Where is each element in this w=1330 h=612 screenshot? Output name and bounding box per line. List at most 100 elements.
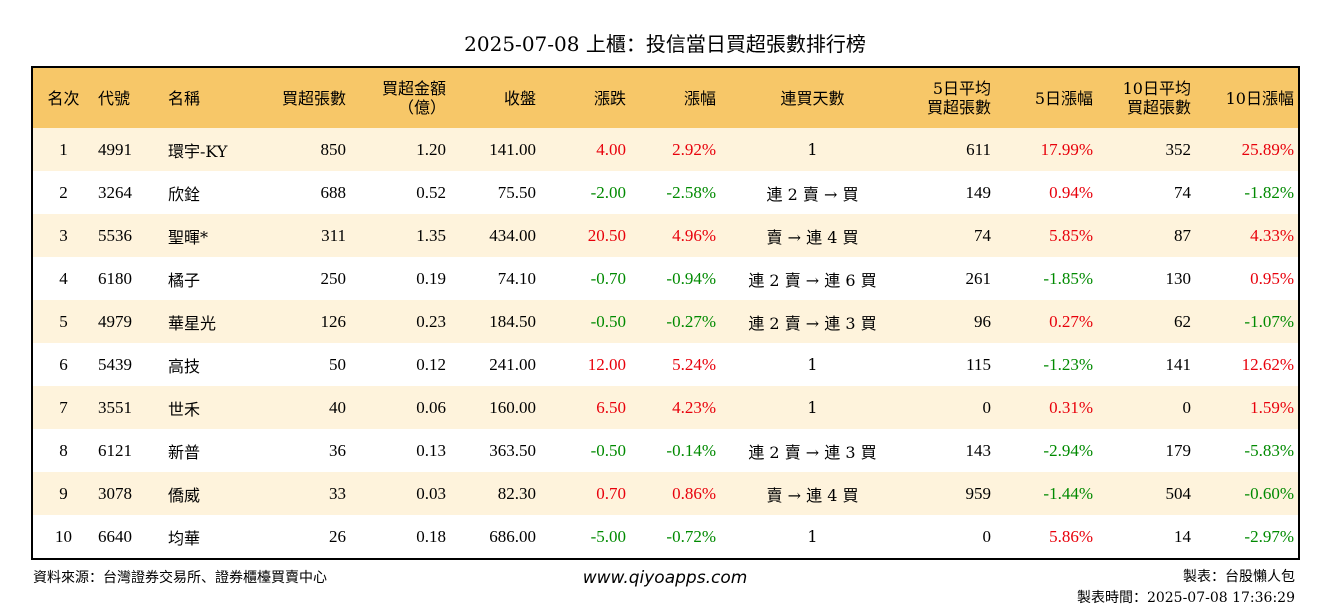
maker-label: 製表：台股懶人包 xyxy=(1183,569,1295,585)
pct5-cell: 0.27% xyxy=(995,300,1097,343)
pct5-cell: -1.44% xyxy=(995,472,1097,515)
change-cell: 0.70 xyxy=(540,472,630,515)
col-code: 代號 xyxy=(94,67,164,128)
pct10-cell: 4.33% xyxy=(1195,214,1299,257)
table-row: 3 5536 聖暉* 311 1.35 434.00 20.50 4.96% 賣 → 連 4 買… xyxy=(32,214,1299,257)
name-cell: 聖暉* xyxy=(164,214,260,257)
avg5-cell: 611 xyxy=(905,128,995,171)
change-pct-cell: 4.96% xyxy=(630,214,720,257)
change-cell: -0.50 xyxy=(540,429,630,472)
buy-lots-cell: 688 xyxy=(260,171,350,214)
table-row: 6 5439 高技 50 0.12 241.00 12.00 5.24% 1 115 -1.23% 1… xyxy=(32,343,1299,386)
table-row: 4 6180 橘子 250 0.19 74.10 -0.70 -0.94% 連 2 賣 → 連 … xyxy=(32,257,1299,300)
page-title: 2025-07-08 上櫃：投信當日買超張數排行榜 xyxy=(464,32,866,56)
avg5-cell: 143 xyxy=(905,429,995,472)
buy-amount-cell: 0.19 xyxy=(350,257,450,300)
buy-lots-cell: 850 xyxy=(260,128,350,171)
footer-credits: 製表：台股懶人包 製表時間：2025-07-08 17:36:29 xyxy=(1077,567,1295,609)
table-row: 5 4979 華星光 126 0.23 184.50 -0.50 -0.27% 連 2 賣 → … xyxy=(32,300,1299,343)
col-change: 漲跌 xyxy=(540,67,630,128)
name-cell: 華星光 xyxy=(164,300,260,343)
pct10-cell: 1.59% xyxy=(1195,386,1299,429)
code-cell: 4979 xyxy=(94,300,164,343)
consecutive-days-cell: 1 xyxy=(720,343,905,386)
close-cell: 686.00 xyxy=(450,515,540,559)
col-name: 名稱 xyxy=(164,67,260,128)
consecutive-days-cell: 連 2 賣 → 買 xyxy=(720,171,905,214)
avg10-cell: 141 xyxy=(1097,343,1195,386)
buy-lots-cell: 126 xyxy=(260,300,350,343)
avg5-cell: 74 xyxy=(905,214,995,257)
change-cell: -0.70 xyxy=(540,257,630,300)
change-pct-cell: 5.24% xyxy=(630,343,720,386)
table-row: 7 3551 世禾 40 0.06 160.00 6.50 4.23% 1 0 0.31% 0 1.59… xyxy=(32,386,1299,429)
avg10-cell: 179 xyxy=(1097,429,1195,472)
pct5-cell: -1.85% xyxy=(995,257,1097,300)
avg5-cell: 96 xyxy=(905,300,995,343)
pct5-cell: -2.94% xyxy=(995,429,1097,472)
avg10-cell: 74 xyxy=(1097,171,1195,214)
col-avg10: 10日平均 買超張數 xyxy=(1097,67,1195,128)
avg5-cell: 149 xyxy=(905,171,995,214)
pct10-cell: -1.82% xyxy=(1195,171,1299,214)
rank-cell: 5 xyxy=(32,300,94,343)
buy-lots-cell: 311 xyxy=(260,214,350,257)
code-cell: 6640 xyxy=(94,515,164,559)
table-row: 10 6640 均華 26 0.18 686.00 -5.00 -0.72% 1 0 5.86% 14… xyxy=(32,515,1299,559)
rank-cell: 3 xyxy=(32,214,94,257)
avg10-cell: 87 xyxy=(1097,214,1195,257)
change-pct-cell: -0.27% xyxy=(630,300,720,343)
change-pct-cell: -0.14% xyxy=(630,429,720,472)
col-pct10: 10日漲幅 xyxy=(1195,67,1299,128)
consecutive-days-cell: 1 xyxy=(720,386,905,429)
close-cell: 184.50 xyxy=(450,300,540,343)
close-cell: 363.50 xyxy=(450,429,540,472)
rank-cell: 1 xyxy=(32,128,94,171)
change-cell: 20.50 xyxy=(540,214,630,257)
data-source: 資料來源：台灣證券交易所、證券櫃檯買賣中心 xyxy=(33,570,327,586)
name-cell: 世禾 xyxy=(164,386,260,429)
buy-lots-cell: 36 xyxy=(260,429,350,472)
col-pct5: 5日漲幅 xyxy=(995,67,1097,128)
name-cell: 高技 xyxy=(164,343,260,386)
site-url: www.qiyoapps.com xyxy=(582,568,748,588)
rank-cell: 2 xyxy=(32,171,94,214)
name-cell: 環宇-KY xyxy=(164,128,260,171)
avg5-cell: 0 xyxy=(905,515,995,559)
buy-amount-cell: 0.06 xyxy=(350,386,450,429)
table-row: 1 4991 環宇-KY 850 1.20 141.00 4.00 2.92% 1 611 17.9… xyxy=(32,128,1299,171)
code-cell: 4991 xyxy=(94,128,164,171)
change-cell: 4.00 xyxy=(540,128,630,171)
name-cell: 僑威 xyxy=(164,472,260,515)
buy-amount-cell: 0.23 xyxy=(350,300,450,343)
change-pct-cell: 4.23% xyxy=(630,386,720,429)
name-cell: 新普 xyxy=(164,429,260,472)
col-consecutive-days: 連買天數 xyxy=(720,67,905,128)
name-cell: 欣銓 xyxy=(164,171,260,214)
col-avg5: 5日平均 買超張數 xyxy=(905,67,995,128)
consecutive-days-cell: 賣 → 連 4 買 xyxy=(720,472,905,515)
change-pct-cell: -2.58% xyxy=(630,171,720,214)
change-cell: -0.50 xyxy=(540,300,630,343)
code-cell: 5536 xyxy=(94,214,164,257)
pct5-cell: 17.99% xyxy=(995,128,1097,171)
rank-cell: 8 xyxy=(32,429,94,472)
code-cell: 3078 xyxy=(94,472,164,515)
consecutive-days-cell: 連 2 賣 → 連 6 買 xyxy=(720,257,905,300)
buy-amount-cell: 0.18 xyxy=(350,515,450,559)
pct10-cell: -5.83% xyxy=(1195,429,1299,472)
buy-amount-cell: 0.12 xyxy=(350,343,450,386)
consecutive-days-cell: 連 2 賣 → 連 3 買 xyxy=(720,300,905,343)
pct10-cell: 12.62% xyxy=(1195,343,1299,386)
pct10-cell: 25.89% xyxy=(1195,128,1299,171)
change-pct-cell: -0.94% xyxy=(630,257,720,300)
buy-amount-cell: 0.03 xyxy=(350,472,450,515)
col-buy-lots: 買超張數 xyxy=(260,67,350,128)
pct5-cell: 5.85% xyxy=(995,214,1097,257)
pct5-cell: 0.31% xyxy=(995,386,1097,429)
table-body: 1 4991 環宇-KY 850 1.20 141.00 4.00 2.92% 1 611 17.9… xyxy=(32,128,1299,559)
col-buy-amount: 買超金額 （億） xyxy=(350,67,450,128)
code-cell: 6180 xyxy=(94,257,164,300)
change-cell: -2.00 xyxy=(540,171,630,214)
